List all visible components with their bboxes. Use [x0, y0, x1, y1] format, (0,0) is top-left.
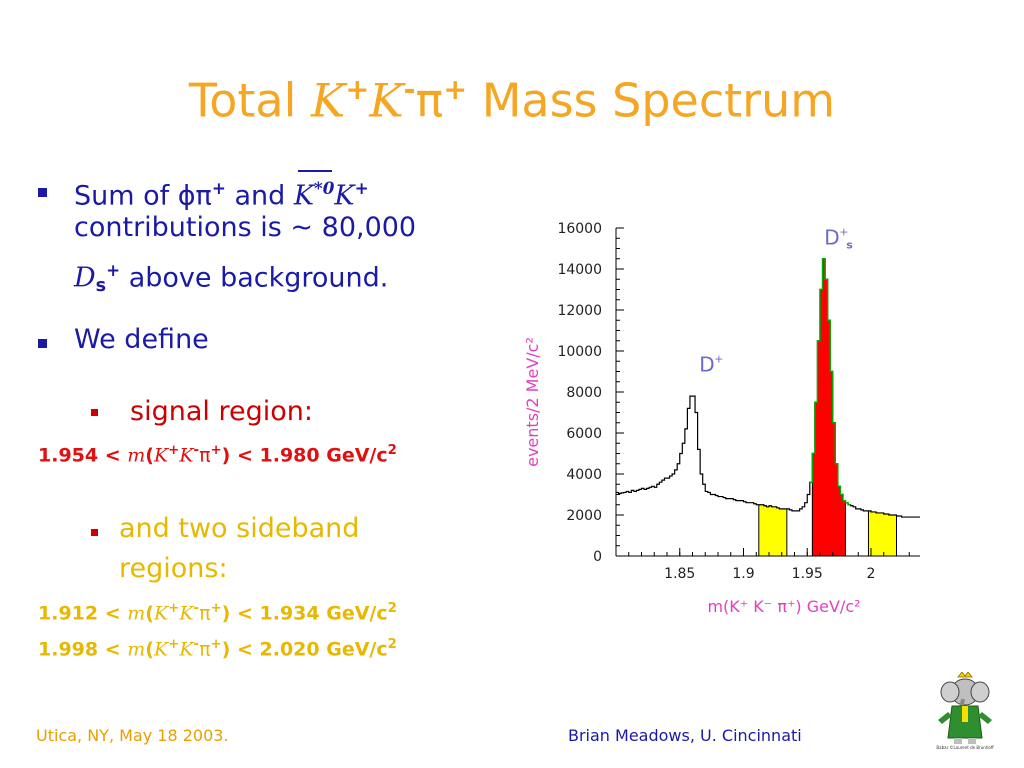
line3-rest: above background. — [120, 262, 389, 294]
eq1-sq: 2 — [387, 443, 397, 458]
kstar-k: K — [293, 180, 314, 212]
and-text: and — [225, 180, 294, 212]
eq1-sup1: + — [168, 443, 180, 458]
eq1-pi: π — [199, 444, 211, 467]
y-tick-label: 8000 — [566, 385, 602, 401]
eq1-low: 1.954 < — [38, 444, 128, 467]
title-plus1: + — [345, 73, 370, 106]
y-tick-label: 6000 — [566, 426, 602, 442]
bullet1-line1: Sum of ϕπ+ and K*0K+ — [74, 168, 369, 216]
x-tick-label: 1.95 — [792, 566, 823, 582]
ds-plus: + — [106, 260, 121, 280]
eq3-paren: ( — [145, 638, 154, 661]
eq1-m: m — [127, 444, 146, 467]
bullet2-text: We define — [74, 324, 209, 355]
eq3-sup3: + — [210, 637, 222, 652]
eq3-m: m — [127, 638, 146, 661]
peak-label: D — [824, 225, 839, 249]
mass-spectrum-chart: 0 2000 4000 6000 8000 10000 12000 14000 16000 1.8… — [523, 221, 920, 616]
eq3-pi: π — [199, 638, 211, 661]
phi-pi: ϕπ — [177, 180, 212, 212]
peak-label-sub: s — [846, 238, 853, 251]
y-tick-label: 16000 — [557, 221, 602, 237]
eq1-k1: K — [153, 444, 169, 467]
bullet1-line2: contributions is ∼ 80,000 — [74, 212, 417, 243]
eq3-sup1: + — [168, 637, 180, 652]
title-pi: π — [415, 73, 444, 128]
eq2-low: 1.912 < — [38, 602, 128, 625]
region-signal — [812, 258, 846, 556]
signal-peak-outline — [809, 258, 851, 506]
y-tick-label: 0 — [593, 549, 602, 565]
eq1-sup3: + — [210, 443, 222, 458]
title-k1: K — [310, 73, 346, 128]
ds-d: D — [74, 262, 96, 294]
bullet-marker — [38, 188, 47, 197]
eq2-close: ) < 1.934 GeV/c — [221, 602, 388, 625]
k-plus-sup: + — [354, 178, 369, 198]
eq1-sup2: - — [193, 443, 200, 458]
title-prefix: Total — [188, 73, 311, 128]
title-suffix: Mass Spectrum — [467, 73, 836, 128]
eq2-k1: K — [153, 602, 169, 625]
eq3-sup2: - — [193, 637, 200, 652]
region-sideband-low — [758, 504, 787, 556]
ds-sub: s — [95, 275, 107, 296]
kstar-sup: *0 — [314, 178, 335, 198]
eq2-sup2: - — [193, 601, 200, 616]
eq1-paren: ( — [145, 444, 154, 467]
sub2-line1: and two sideband — [119, 513, 360, 544]
x-tick-label: 1.85 — [664, 566, 695, 582]
peak-label-sup: + — [839, 225, 848, 238]
peak-label: D — [699, 353, 714, 377]
eq1-close: ) < 1.980 GeV/c — [221, 444, 388, 467]
title-plus2: + — [443, 73, 468, 106]
y-tick-label: 2000 — [566, 508, 602, 524]
logo-caption: Babar ©Laurent de Brunhoff — [936, 745, 993, 750]
k-text: K — [334, 180, 355, 212]
sideband-range-2: 1.998 < m(K+K-π+) < 2.020 GeV/c2 — [38, 632, 397, 662]
signal-range: 1.954 < m(K+K-π+) < 1.980 GeV/c2 — [38, 438, 397, 468]
y-tick-label: 10000 — [557, 344, 602, 360]
region-sideband-high — [868, 510, 897, 556]
bullet1-line3: Ds+ above background. — [74, 250, 388, 306]
eq3-close: ) < 2.020 GeV/c — [221, 638, 388, 661]
sub2-line2: regions: — [119, 553, 228, 584]
x-tick-label: 1.9 — [732, 566, 754, 582]
sub-bullet-marker — [91, 409, 98, 416]
plus-sup: + — [211, 178, 226, 198]
y-tick-label: 12000 — [557, 303, 602, 319]
y-tick-label: 14000 — [557, 262, 602, 278]
sub1-text: signal region: — [130, 396, 313, 427]
peak-label-sup: + — [714, 353, 723, 366]
eq2-paren: ( — [145, 602, 154, 625]
slide-title: Total K+K-π+ Mass Spectrum — [0, 62, 1024, 129]
kstar-bar: K*0 — [293, 168, 335, 216]
eq2-sq: 2 — [387, 601, 397, 616]
eq2-sup3: + — [210, 601, 222, 616]
eq2-sup1: + — [168, 601, 180, 616]
eq1-k2: K — [179, 444, 194, 467]
eq3-low: 1.998 < — [38, 638, 128, 661]
x-tick-label: 2 — [867, 566, 876, 582]
title-minus: - — [403, 73, 416, 106]
footer-right: Brian Meadows, U. Cincinnati — [568, 726, 802, 745]
babar-elephant-logo: Babar ©Laurent de Brunhoff — [936, 672, 994, 750]
eq2-m: m — [127, 602, 146, 625]
title-k2: K — [369, 73, 404, 128]
histogram-line — [616, 258, 920, 518]
footer-left: Utica, NY, May 18 2003. — [36, 726, 229, 745]
eq3-sq: 2 — [387, 637, 397, 652]
sideband-range-1: 1.912 < m(K+K-π+) < 1.934 GeV/c2 — [38, 596, 397, 626]
y-tick-label: 4000 — [566, 467, 602, 483]
bullet-marker — [38, 339, 47, 348]
sub-bullet-marker — [91, 529, 98, 536]
eq2-pi: π — [199, 602, 211, 625]
eq3-k2: K — [179, 638, 194, 661]
bullet1-text: Sum of — [74, 180, 178, 212]
y-axis-label: events/2 MeV/c² — [523, 337, 542, 467]
x-axis-label: m(K⁺ K⁻ π⁺) GeV/c² — [707, 597, 860, 616]
eq2-k2: K — [179, 602, 194, 625]
eq3-k1: K — [153, 638, 169, 661]
